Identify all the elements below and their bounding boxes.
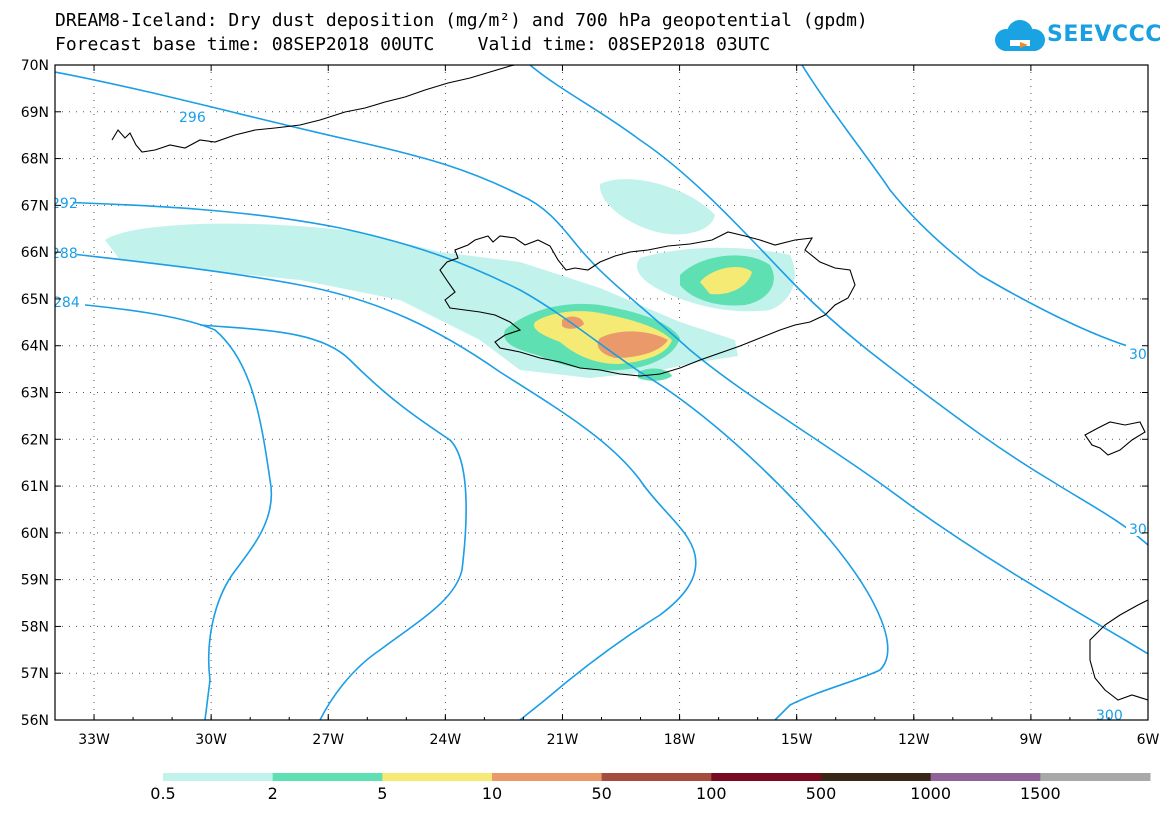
- colorbar-label: 50: [591, 784, 612, 803]
- contour-label: 300: [1096, 708, 1123, 724]
- colorbar-swatch: [821, 773, 932, 781]
- contour-label: 300: [1129, 522, 1156, 538]
- faroe-coast: [1084, 421, 1146, 456]
- lat-label: 66N: [21, 245, 49, 261]
- latitude-labels: 70N 69N 68N 67N 66N 65N 64N 63N 62N 61N 60N 59N 58N 5…: [21, 58, 49, 729]
- axis-ticks: [54, 64, 1149, 721]
- lat-label: 63N: [21, 386, 49, 402]
- lon-label: 6W: [1137, 732, 1160, 748]
- colorbar-label: 100: [696, 784, 727, 803]
- lat-label: 57N: [21, 666, 49, 682]
- contour-label: 292: [51, 196, 78, 212]
- lat-label: 70N: [21, 58, 49, 74]
- colorbar-swatch: [711, 773, 822, 781]
- colorbar-label: 2: [267, 784, 278, 803]
- colorbar-swatch: [930, 773, 1041, 781]
- colorbar-swatch: [492, 773, 603, 781]
- colorbar-swatch: [382, 773, 493, 781]
- lat-label: 61N: [21, 479, 49, 495]
- colorbar-swatch: [163, 773, 274, 781]
- colorbar-swatch: [601, 773, 712, 781]
- lon-label: 12W: [898, 732, 930, 748]
- longitude-labels: 33W 30W 27W 24W 21W 18W 15W 12W 9W 6W: [78, 732, 1159, 748]
- colorbar-label: 5: [377, 784, 388, 803]
- lat-label: 62N: [21, 432, 49, 448]
- lat-label: 64N: [21, 339, 49, 355]
- lat-label: 67N: [21, 198, 49, 214]
- lat-label: 56N: [21, 713, 49, 729]
- coastlines: [111, 65, 1148, 701]
- lat-label: 69N: [21, 105, 49, 121]
- map-title: DREAM8-Iceland: Dry dust deposition (mg/…: [55, 10, 868, 31]
- colorbar-swatch: [1040, 773, 1151, 781]
- contour-label: 284: [53, 295, 80, 311]
- contour-label: 288: [51, 246, 78, 262]
- lon-label: 24W: [430, 732, 462, 748]
- lat-label: 65N: [21, 292, 49, 308]
- lat-label: 59N: [21, 573, 49, 589]
- lat-label: 60N: [21, 526, 49, 542]
- lat-label: 68N: [21, 152, 49, 168]
- lon-label: 33W: [78, 732, 110, 748]
- lon-label: 15W: [781, 732, 813, 748]
- colorbar-label: 1000: [910, 784, 952, 803]
- lon-label: 21W: [547, 732, 579, 748]
- colorbar-label: 0.5: [150, 784, 176, 803]
- lon-label: 18W: [664, 732, 696, 748]
- colorbar-label: 1500: [1019, 784, 1061, 803]
- lat-label: 58N: [21, 619, 49, 635]
- colorbar-label: 500: [805, 784, 837, 803]
- logo-text: SEEVCCC: [1047, 22, 1162, 47]
- colorbar-label: 10: [481, 784, 503, 803]
- contour-label: 296: [179, 110, 206, 126]
- iceland-coast: [439, 231, 856, 377]
- lon-label: 30W: [195, 732, 227, 748]
- seevccc-logo: [995, 20, 1045, 51]
- lon-label: 27W: [312, 732, 344, 748]
- cloud-icon: [995, 20, 1045, 51]
- contour-labels: 296 292 288 284 300 300 300: [51, 109, 1156, 724]
- greenland-coast: [111, 65, 518, 153]
- forecast-time-subtitle: Forecast base time: 08SEP2018 00UTC Vali…: [55, 34, 771, 55]
- contour-label: 300: [1129, 347, 1156, 363]
- scotland-coast: [1089, 599, 1148, 701]
- colorbar-swatch: [272, 773, 383, 781]
- lon-label: 9W: [1020, 732, 1043, 748]
